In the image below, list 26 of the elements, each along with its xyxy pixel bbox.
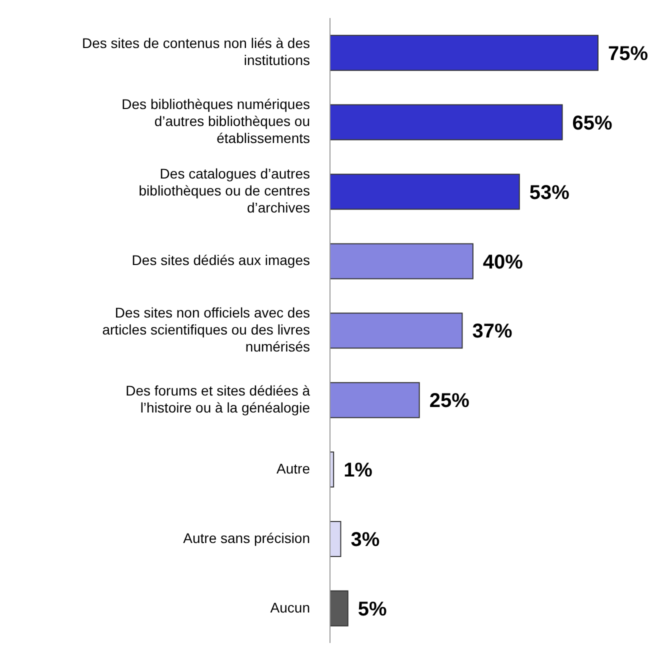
bar [330,312,463,349]
data-label: 5% [358,598,387,621]
y-tick-label: Des catalogues d’autres bibliothèques ou de centres d’archives [138,165,310,216]
y-tick-label: Des bibliothèques numériques d’autres bibliothèques ou établissements [122,96,310,146]
bar [330,104,563,140]
data-label: 65% [572,112,613,134]
y-tick-label: Des forums et sites dédiées à l’histoire ou à la généalogie [126,382,310,416]
data-label: 3% [350,529,380,552]
bar [330,174,520,210]
bar [330,243,474,280]
data-label: 25% [429,390,470,412]
bar [330,34,598,71]
data-label: 37% [472,320,512,343]
bar [330,520,342,557]
data-label: 75% [608,42,648,65]
data-label: 1% [344,460,373,482]
y-tick-label: Des sites dédiés aux images [132,252,310,268]
data-label: 53% [529,182,570,204]
y-tick-label: Aucun [270,598,310,615]
y-tick-label: Des sites de contenus non liés à des institutions [82,34,310,68]
y-tick-label: Autre [276,460,310,476]
y-tick-label: Des sites non officiels avec des articles scientifiques ou des livres numérisés [102,304,310,354]
data-label: 40% [482,251,524,274]
bar [330,590,348,626]
y-tick-label: Autre sans précision [183,530,310,546]
bar [330,382,420,418]
